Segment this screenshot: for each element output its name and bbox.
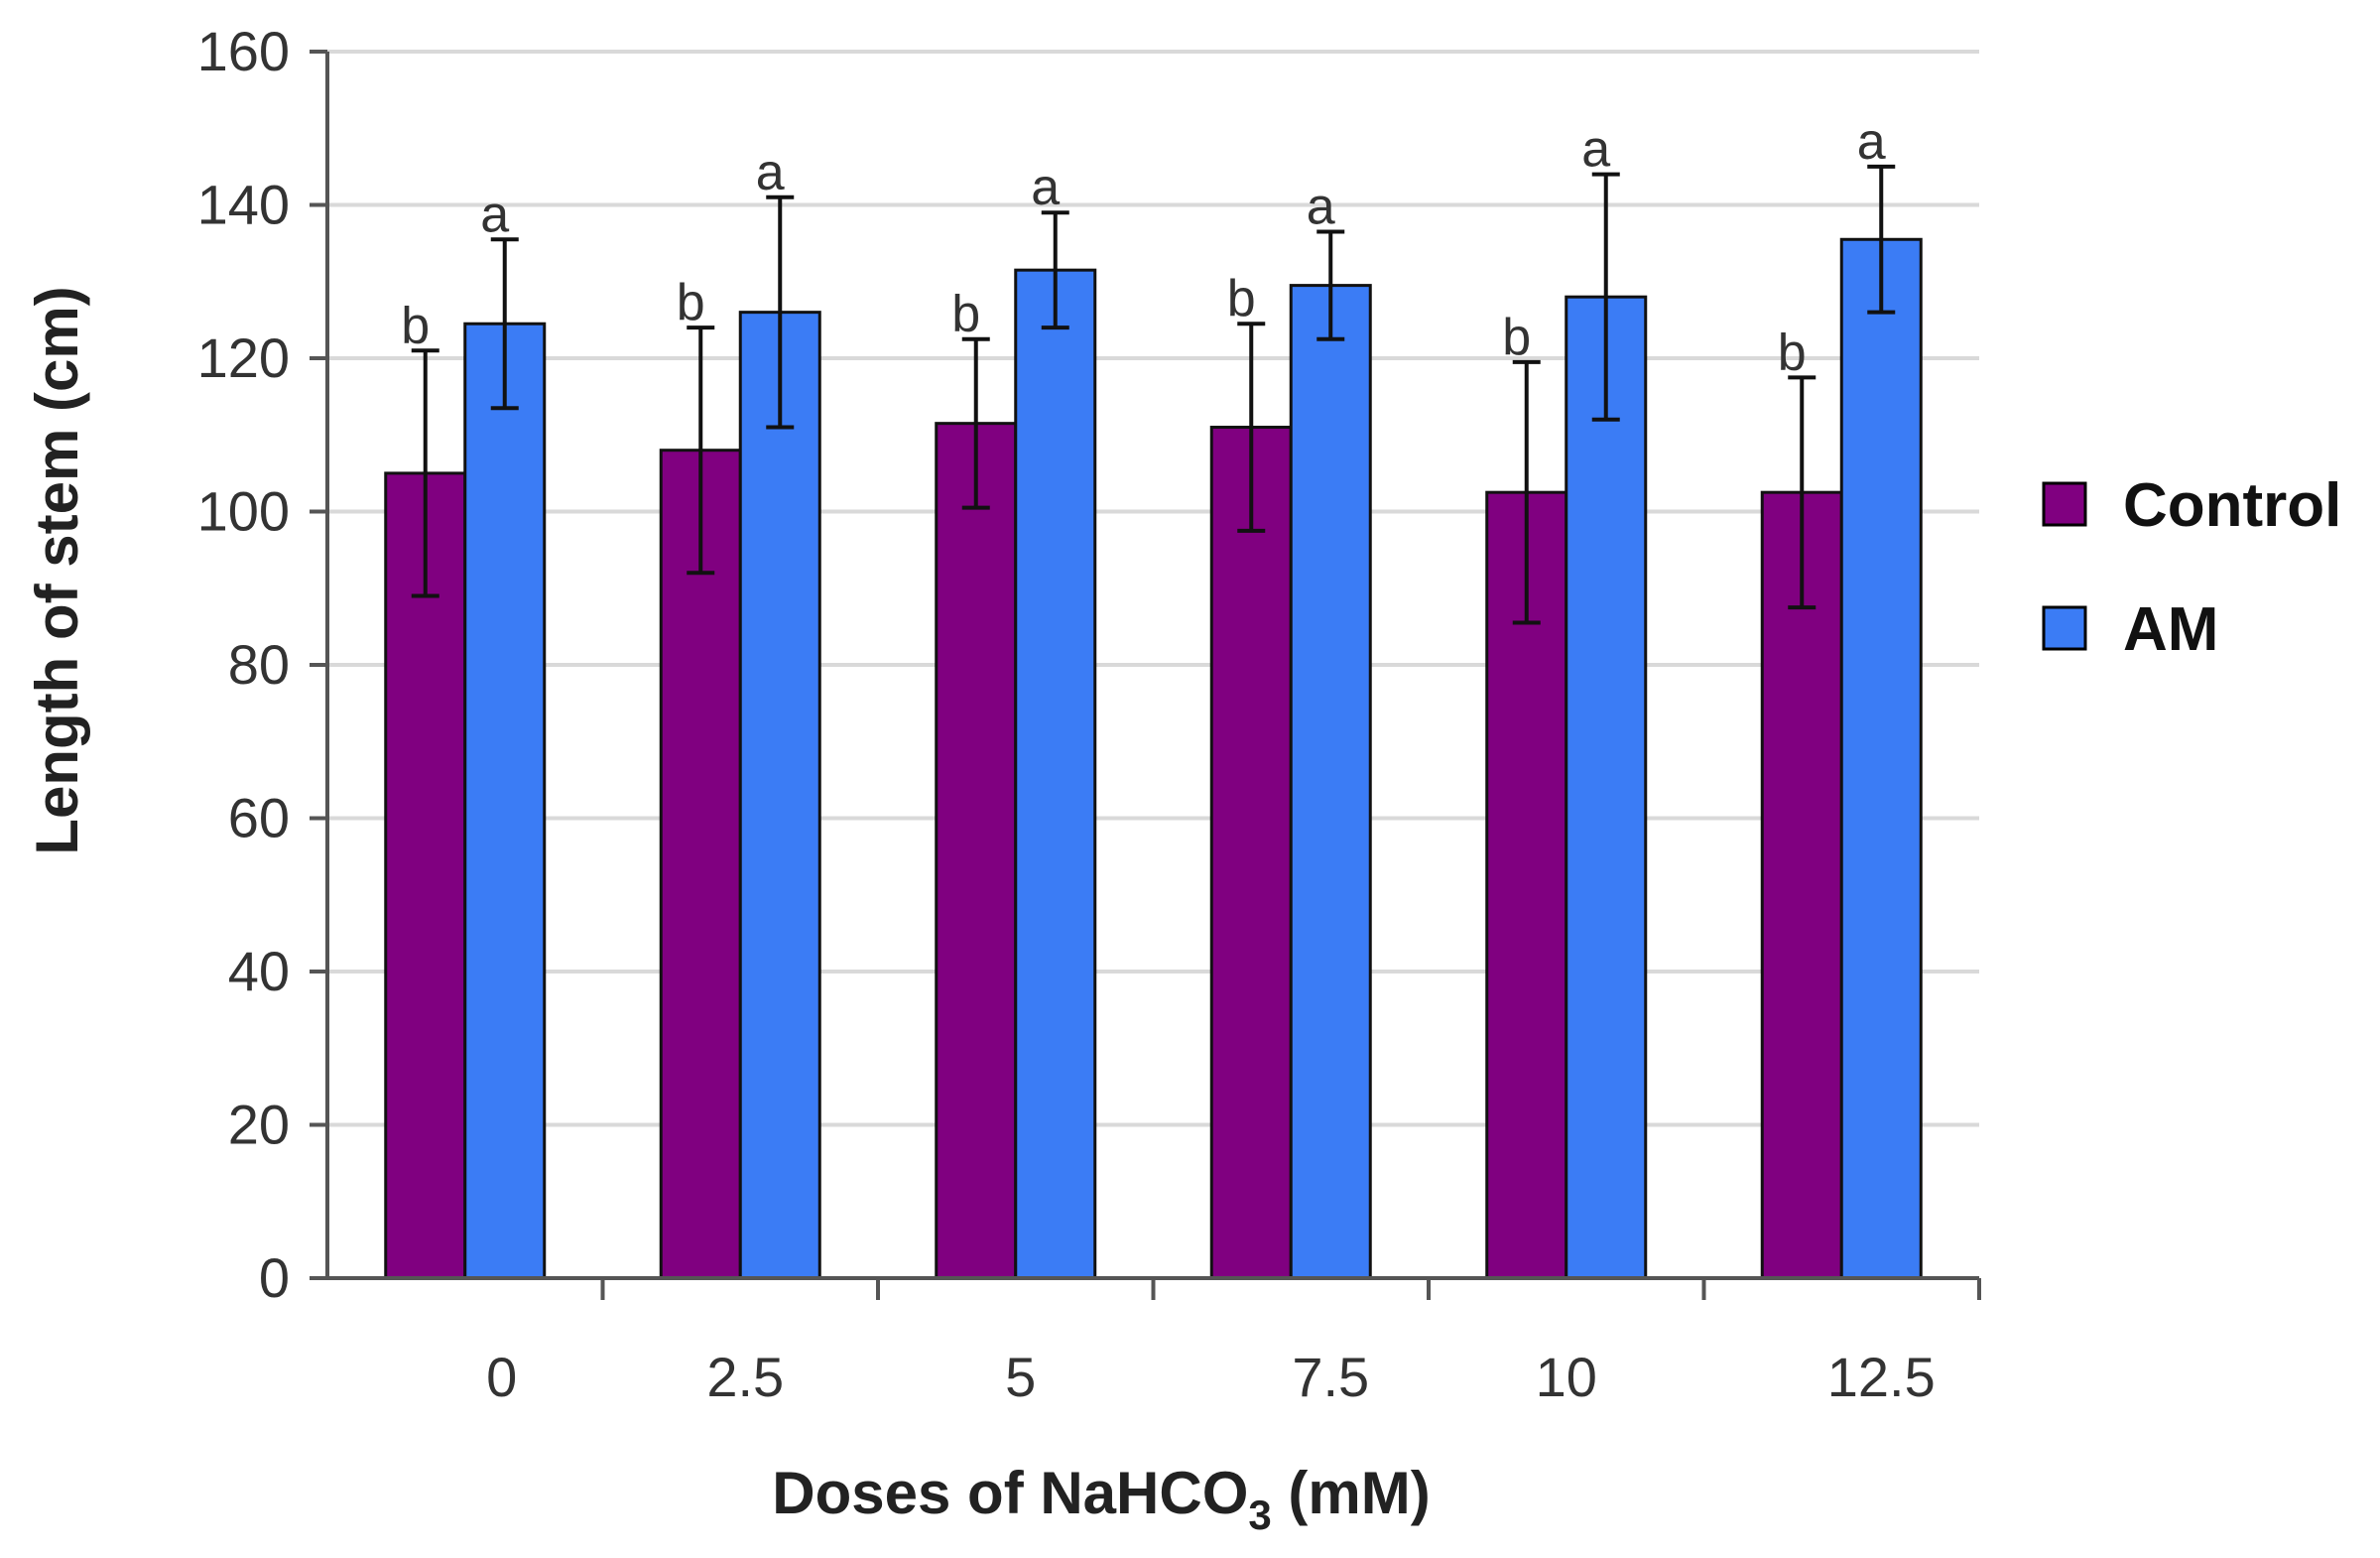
y-tick-label: 160 [197, 20, 290, 82]
significance-label: a [480, 186, 509, 243]
x-tick-label: 12.5 [1827, 1346, 1936, 1408]
significance-label: a [1031, 159, 1060, 216]
y-axis-title: Length of stem (cm) [24, 286, 90, 854]
significance-label: b [677, 274, 705, 331]
x-tick-label: 10 [1536, 1346, 1597, 1408]
y-tick-label: 140 [197, 174, 290, 236]
legend-label-control: Control [2123, 471, 2341, 540]
x-tick-label: 0 [486, 1346, 517, 1408]
x-axis-title: Doses of NaHCO3 (mM) [772, 1460, 1430, 1538]
bar-control-7.5 [1209, 426, 1293, 1280]
significance-label: a [756, 144, 785, 201]
bar-am-7.5 [1289, 284, 1372, 1280]
x-tick-label: 5 [1005, 1346, 1036, 1408]
x-tick-label: 7.5 [1292, 1346, 1369, 1408]
bar-am-2.5 [738, 311, 821, 1280]
y-tick-label: 100 [197, 480, 290, 543]
legend: Control AM [2042, 471, 2341, 664]
y-tick-label: 80 [228, 633, 290, 696]
significance-label: a [1857, 113, 1886, 171]
bar-am-10 [1565, 295, 1648, 1280]
bar-control-5 [935, 422, 1018, 1280]
x-axis-title-subscript: 3 [1248, 1492, 1271, 1538]
bar-am-12.5 [1839, 237, 1923, 1280]
x-tick-label: 2.5 [706, 1346, 784, 1408]
bar-control-12.5 [1760, 490, 1843, 1280]
legend-swatch-control [2042, 481, 2087, 527]
x-axis-title-main: Doses of NaHCO [772, 1460, 1248, 1526]
y-ticks: 0 20 40 60 80 100 120 140 160 [197, 20, 327, 1309]
significance-label: a [1581, 121, 1610, 179]
y-tick-label: 60 [228, 787, 290, 849]
bar-am-5 [1014, 268, 1097, 1280]
x-axis-title-tail: (mM) [1272, 1460, 1431, 1526]
significance-label: b [401, 297, 430, 354]
legend-swatch-am [2042, 605, 2087, 651]
y-tick-label: 0 [259, 1246, 290, 1309]
significance-label: a [1307, 179, 1335, 236]
significance-label: b [1227, 270, 1256, 327]
y-tick-label: 120 [197, 326, 290, 389]
bar-am-0 [463, 322, 547, 1280]
significance-label: b [1502, 309, 1531, 366]
bar-control-0 [384, 471, 467, 1280]
y-tick-label: 40 [228, 940, 290, 1002]
y-tick-label: 20 [228, 1094, 290, 1156]
significance-label: b [951, 286, 980, 343]
legend-label-am: AM [2123, 595, 2218, 664]
significance-label: b [1778, 324, 1807, 381]
x-ticks: 0 2.5 5 7.5 10 12.5 [486, 1278, 1981, 1408]
gridlines [327, 50, 1979, 1127]
